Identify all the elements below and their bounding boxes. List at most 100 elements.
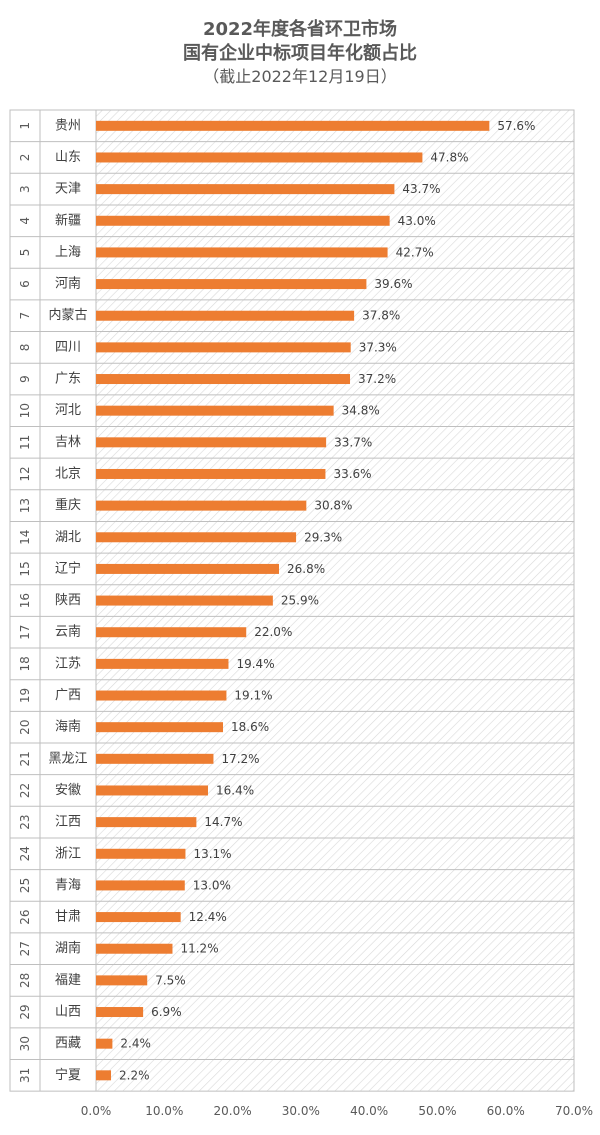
bar [96,468,326,479]
data-label: 33.6% [333,467,371,481]
chart-title-line-1: 2022年度各省环卫市场 [202,19,398,40]
data-label: 6.9% [151,1005,182,1019]
rank-label: 18 [18,656,32,671]
category-label: 贵州 [55,118,81,133]
rank-label: 11 [18,435,32,450]
bar [96,374,351,385]
category-label: 新疆 [55,212,81,228]
category-label: 江西 [55,815,81,830]
chart-subtitle: （截止2022年12月19日） [203,67,397,86]
bar [96,595,273,606]
category-label: 上海 [55,245,81,260]
rank-label: 27 [18,941,32,956]
data-label: 47.8% [430,150,468,164]
data-label: 19.1% [234,689,272,703]
category-label: 河北 [55,403,81,418]
rank-label: 7 [18,312,32,320]
data-label: 43.0% [398,214,436,228]
bar [96,817,197,828]
rank-label: 26 [18,909,32,924]
category-label: 天津 [55,182,81,197]
category-label: 湖南 [55,940,81,956]
data-label: 57.6% [497,119,535,133]
category-label: 黑龙江 [48,751,87,766]
category-label: 甘肃 [55,910,81,925]
rank-label: 19 [18,688,32,703]
bar [96,1007,144,1018]
bar [96,943,173,954]
data-label: 30.8% [314,499,352,513]
bar [96,1038,113,1049]
data-label: 11.2% [180,942,218,956]
bar [96,563,280,574]
category-label: 四川 [55,340,81,355]
category-label: 青海 [55,878,81,893]
data-label: 37.8% [362,309,400,323]
bar [96,215,390,226]
bar [96,279,367,290]
bar [96,848,186,859]
data-label: 14.7% [204,815,242,829]
bar [96,975,148,986]
category-label: 山东 [55,150,81,165]
data-label: 2.4% [120,1037,151,1051]
data-label: 26.8% [287,562,325,576]
x-tick-label: 0.0% [81,1104,112,1118]
rank-label: 24 [18,846,32,861]
category-label: 重庆 [55,497,81,513]
bar [96,1070,112,1081]
rank-label: 17 [18,625,32,640]
bar [96,912,181,923]
rank-label: 12 [18,466,32,481]
chart-title-block: 2022年度各省环卫市场 国有企业中标项目年化额占比 （截止2022年12月19… [0,18,600,88]
x-tick-label: 10.0% [145,1104,183,1118]
category-label: 浙江 [55,846,81,861]
data-label: 12.4% [189,910,227,924]
data-label: 33.7% [334,435,372,449]
data-label: 39.6% [374,277,412,291]
rank-label: 14 [18,530,32,545]
x-tick-label: 40.0% [350,1104,388,1118]
rank-label: 16 [18,593,32,608]
category-label: 陕西 [55,593,81,608]
bar [96,437,327,448]
category-label: 西藏 [55,1036,81,1051]
x-tick-label: 60.0% [487,1104,525,1118]
rank-label: 8 [18,344,32,352]
bar [96,247,388,258]
data-label: 2.2% [119,1068,150,1082]
rank-label: 20 [18,720,32,735]
bar [96,658,229,669]
category-label: 辽宁 [55,560,81,576]
category-label: 山西 [55,1005,81,1020]
data-label: 29.3% [304,530,342,544]
category-label: 河南 [55,276,81,292]
x-tick-label: 50.0% [418,1104,456,1118]
category-label: 湖北 [55,530,81,545]
rank-label: 22 [18,783,32,798]
rank-label: 9 [18,375,32,383]
data-label: 37.2% [358,372,396,386]
category-label: 宁夏 [55,1067,81,1083]
data-label: 43.7% [402,182,440,196]
bar [96,722,224,733]
bar [96,753,214,764]
data-label: 18.6% [231,720,269,734]
rank-label: 29 [18,1004,32,1019]
bar [96,532,297,543]
chart-title-line-2: 国有企业中标项目年化额占比 [183,43,417,64]
rank-label: 28 [18,973,32,988]
data-label: 13.0% [193,878,231,892]
bar [96,785,208,796]
bar [96,880,185,891]
rank-label: 15 [18,561,32,576]
bar [96,342,351,353]
category-label: 广东 [55,372,81,387]
category-label: 江苏 [55,655,81,671]
bar [96,405,334,416]
rank-label: 21 [18,751,32,766]
data-label: 25.9% [281,594,319,608]
bar [96,120,490,131]
